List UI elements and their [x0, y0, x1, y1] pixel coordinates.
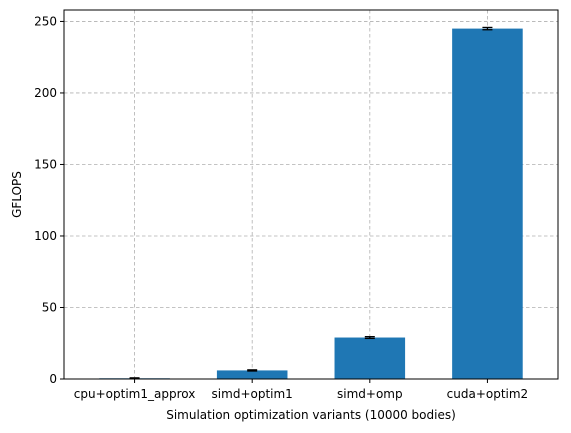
- x-tick-label: simd+optim1: [212, 387, 293, 401]
- bars: [99, 28, 523, 380]
- y-tick-label: 100: [34, 229, 57, 243]
- y-tick-label: 250: [34, 14, 57, 28]
- bar-cuda+optim2: [452, 28, 523, 380]
- plot-frame: [63, 9, 559, 380]
- error-bar-cuda+optim2: [482, 26, 493, 31]
- x-tick-label: simd+omp: [337, 387, 403, 401]
- x-tick-label: cuda+optim2: [447, 387, 529, 401]
- y-tick-label: 150: [34, 157, 57, 171]
- error-bars: [129, 26, 493, 380]
- y-axis-label: GFLOPS: [10, 171, 24, 218]
- y-tick-label: 200: [34, 86, 57, 100]
- error-bar-simd+optim1: [247, 369, 258, 372]
- x-axis-label: Simulation optimization variants (10000 …: [166, 408, 456, 422]
- bar-simd+omp: [334, 337, 406, 379]
- x-tick-label: cpu+optim1_approx: [74, 387, 196, 401]
- error-bar-simd+omp: [364, 336, 375, 340]
- y-tick-label: 50: [42, 300, 57, 314]
- axis-ticks: 0 50 100 150 200 250 cpu+optim1_approx simd+opt…: [34, 14, 528, 401]
- y-tick-label: 0: [49, 372, 57, 386]
- bar-simd+optim1: [216, 370, 288, 379]
